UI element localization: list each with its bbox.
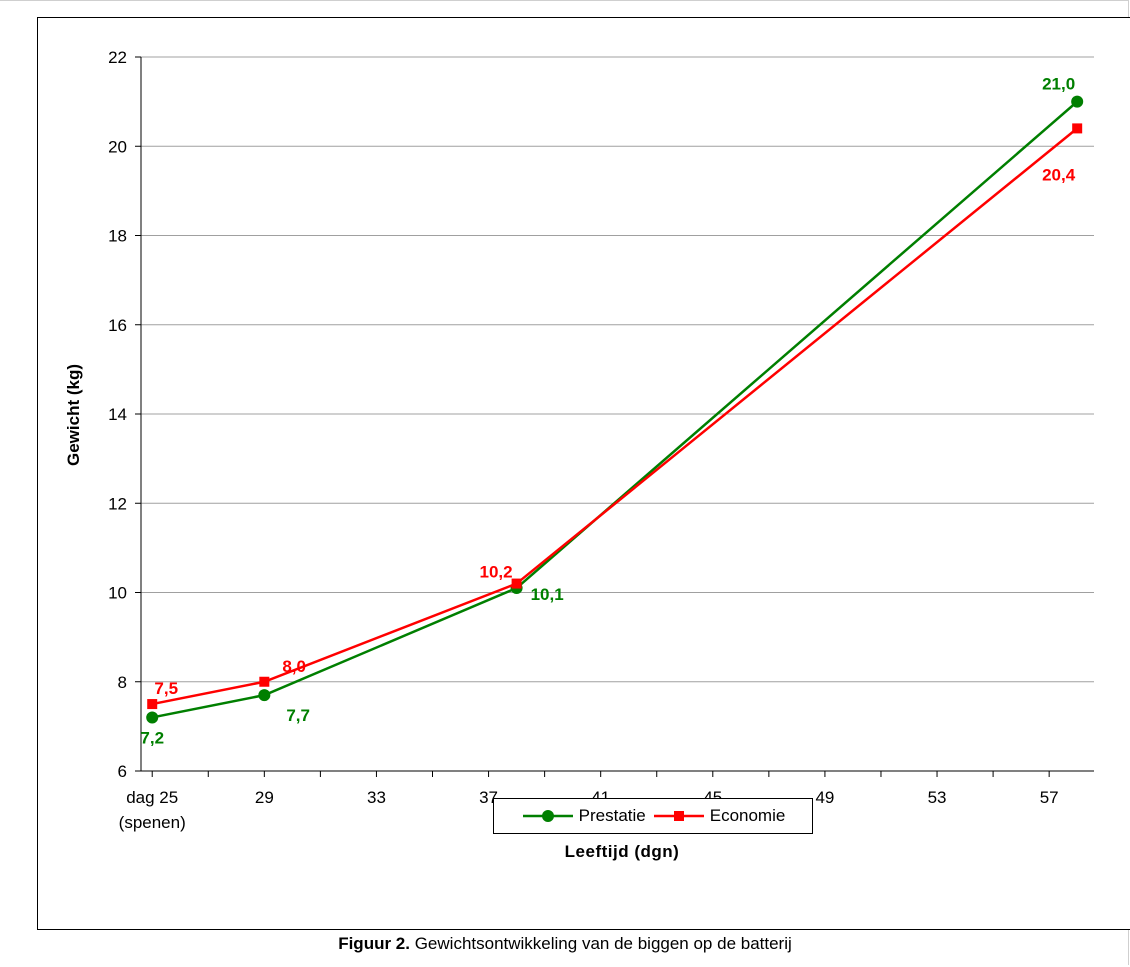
data-label: 7,5 — [154, 679, 178, 698]
data-point — [259, 676, 270, 687]
y-tick-label: 10 — [108, 584, 127, 603]
y-tick-label: 20 — [108, 137, 127, 156]
data-label: 20,4 — [1042, 165, 1076, 184]
data-labels: 7,2 7,7 10,1 21,0 7,5 8,0 10,2 20,4 — [140, 75, 1075, 748]
data-point — [511, 578, 522, 589]
gridlines — [141, 56, 1094, 683]
caption-label: Figuur 2. — [338, 934, 410, 953]
data-label: 21,0 — [1042, 75, 1075, 94]
legend-marker — [673, 811, 684, 821]
legend-swatch — [522, 810, 573, 822]
x-tick-label: dag 25 — [126, 788, 178, 807]
y-tick-label: 22 — [108, 48, 127, 67]
x-tick-label: 29 — [255, 788, 274, 807]
x-tick-label: 33 — [367, 788, 386, 807]
y-axis-title: Gewicht (kg) — [64, 364, 83, 466]
caption-text: Gewichtsontwikkeling van de biggen op de… — [409, 934, 792, 953]
y-tick-label: 16 — [108, 316, 127, 335]
data-point — [1072, 123, 1083, 134]
data-point — [258, 689, 271, 702]
x-axis-title: Leeftijd (dgn) — [565, 842, 680, 861]
legend-swatch — [653, 811, 704, 821]
data-label: 10,1 — [531, 585, 564, 604]
legend-item: Prestatie — [521, 806, 646, 826]
data-label: 10,2 — [480, 563, 513, 582]
x-tick-label: 49 — [815, 788, 834, 807]
x-tick-label: 53 — [928, 788, 947, 807]
legend-label: Economie — [709, 806, 786, 825]
data-label: 7,7 — [286, 706, 310, 725]
x-tick-label: 57 — [1040, 788, 1059, 807]
legend: Prestatie Economie — [493, 798, 813, 834]
series-line-prestatie — [151, 100, 1079, 719]
data-point — [1071, 95, 1084, 108]
y-tick-label: 12 — [108, 494, 127, 513]
y-tick-label: 18 — [108, 227, 127, 246]
legend-item: Economie — [652, 806, 786, 826]
y-tick-label: 6 — [118, 762, 127, 781]
legend-marker — [541, 810, 554, 822]
legend-label: Prestatie — [578, 806, 646, 825]
figure-caption: Figuur 2. Gewichtsontwikkeling van de bi… — [0, 934, 1130, 954]
series-line-economie — [151, 127, 1078, 706]
data-point — [147, 699, 158, 710]
x-tick-label: (spenen) — [119, 813, 186, 832]
data-label: 7,2 — [140, 728, 164, 747]
y-tick-label: 14 — [108, 405, 127, 424]
series-layer — [146, 95, 1084, 724]
data-label: 8,0 — [282, 657, 306, 676]
y-tick-label: 8 — [118, 673, 127, 692]
data-point — [146, 711, 159, 724]
